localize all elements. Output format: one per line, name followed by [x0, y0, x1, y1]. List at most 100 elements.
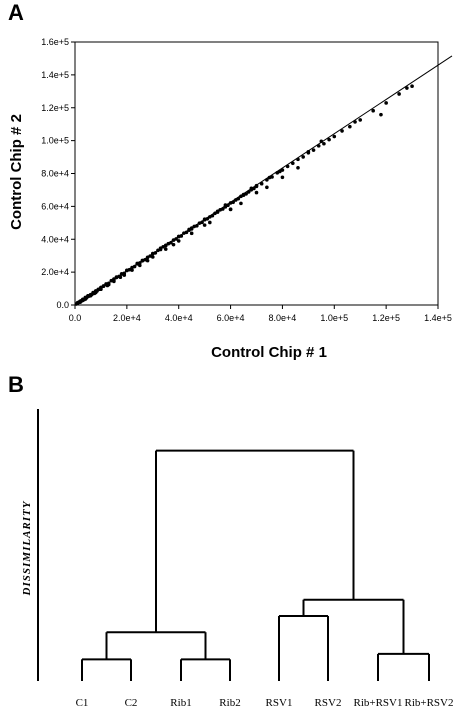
scatter-point	[231, 200, 235, 205]
scatter-point	[101, 284, 106, 288]
scatter-point	[78, 300, 82, 305]
scatter-point	[208, 220, 212, 225]
scatter-point	[265, 185, 269, 190]
scatter-point	[220, 207, 225, 211]
scatter-point	[83, 297, 88, 301]
scatter-point	[176, 239, 181, 243]
scatter-point	[267, 175, 272, 180]
scatter-point	[96, 287, 101, 292]
scatter-point	[278, 169, 282, 174]
scatter-point	[259, 181, 264, 186]
x-tick-label: 1.2e+5	[372, 313, 400, 323]
scatter-point	[301, 155, 305, 159]
scatter-point	[158, 246, 163, 250]
scatter-point	[80, 297, 85, 302]
scatter-point	[215, 209, 220, 214]
leaf-label: Rib1	[170, 697, 191, 709]
scatter-point	[140, 258, 145, 263]
scatter-point	[226, 203, 230, 208]
panel-a-label: A	[8, 0, 24, 25]
scatter-point	[311, 148, 316, 152]
scatter-point	[125, 268, 129, 273]
scatter-point	[249, 186, 254, 191]
scatter-point	[210, 213, 215, 218]
scatter-point	[122, 273, 127, 277]
scatter-point	[246, 190, 251, 194]
scatter-point	[241, 192, 246, 197]
y-tick-label: 8.0e+4	[41, 169, 69, 179]
y-axis-title: Control Chip # 2	[8, 114, 25, 230]
y-tick-label: 6.0e+4	[41, 201, 69, 211]
scatter-point	[130, 268, 134, 272]
scatter-point	[291, 161, 295, 166]
scatter-point	[397, 92, 401, 96]
x-tick-label: 6.0e+4	[217, 313, 245, 323]
scatter-point	[184, 230, 189, 235]
y-tick-label: 2.0e+4	[41, 267, 69, 277]
leaf-label: RSV1	[266, 697, 293, 709]
leaf-label: C1	[76, 697, 89, 709]
scatter-point	[132, 264, 137, 269]
leaf-label: C2	[125, 697, 138, 709]
x-tick-label: 1.0e+5	[320, 313, 348, 323]
scatter-point	[410, 84, 414, 89]
scatter-point	[254, 190, 259, 195]
scatter-point	[202, 223, 207, 227]
x-tick-label: 2.0e+4	[113, 313, 141, 323]
scatter-point	[200, 220, 204, 225]
scatter-point	[189, 231, 194, 236]
x-tick-label: 0.0	[69, 313, 82, 323]
scatter-point	[280, 175, 285, 180]
x-tick-label: 8.0e+4	[269, 313, 297, 323]
scatter-point	[169, 240, 173, 245]
scatter-point	[296, 157, 300, 162]
x-tick-label: 4.0e+4	[165, 313, 193, 323]
scatter-point	[106, 282, 111, 287]
scatter-point	[202, 217, 207, 221]
scatter-point	[265, 178, 269, 182]
leaf-label: RSV2	[315, 697, 342, 709]
leaf-label: Rib+RSV2	[405, 697, 454, 709]
scatter-point	[187, 227, 191, 232]
scatter-point	[353, 120, 357, 124]
scatter-point	[348, 124, 352, 129]
scatter-point	[114, 275, 119, 279]
scatter-point	[379, 112, 383, 117]
scatter-point	[91, 290, 95, 295]
scatter-point	[384, 101, 388, 105]
scatter-point	[112, 277, 116, 281]
scatter-point	[340, 129, 344, 133]
y-tick-label: 1.2e+5	[41, 103, 69, 113]
scatter-point	[254, 183, 259, 188]
scatter-point	[176, 234, 181, 239]
dissimilarity-axis-title: DISSIMILARITY	[21, 500, 33, 596]
scatter-point	[236, 196, 241, 201]
y-tick-label: 1.6e+5	[41, 37, 69, 47]
scatter-point	[228, 207, 233, 212]
scatter-point	[285, 164, 290, 169]
y-tick-label: 0.0	[56, 300, 69, 310]
scatter-point	[316, 144, 321, 148]
scatter-point	[306, 150, 311, 154]
scatter-point	[319, 139, 324, 144]
scatter-point	[358, 118, 363, 122]
scatter-point	[252, 186, 256, 191]
x-axis-title: Control Chip # 1	[211, 344, 327, 361]
y-tick-label: 1.0e+5	[41, 136, 69, 146]
scatter-point	[296, 165, 300, 170]
scatter-point	[150, 255, 155, 259]
scatter-point	[405, 86, 409, 90]
scatter-point	[88, 293, 93, 298]
scatter-point	[371, 108, 375, 113]
x-tick-label: 1.4e+5	[424, 313, 452, 323]
scatter-point	[135, 261, 140, 266]
leaf-label: Rib+RSV1	[354, 697, 403, 709]
scatter-point	[174, 237, 178, 241]
scatter-point	[171, 242, 176, 247]
scatter-point	[239, 201, 243, 206]
scatter-point	[138, 263, 142, 268]
scatter-point	[195, 223, 199, 228]
scatter-point	[93, 290, 98, 295]
